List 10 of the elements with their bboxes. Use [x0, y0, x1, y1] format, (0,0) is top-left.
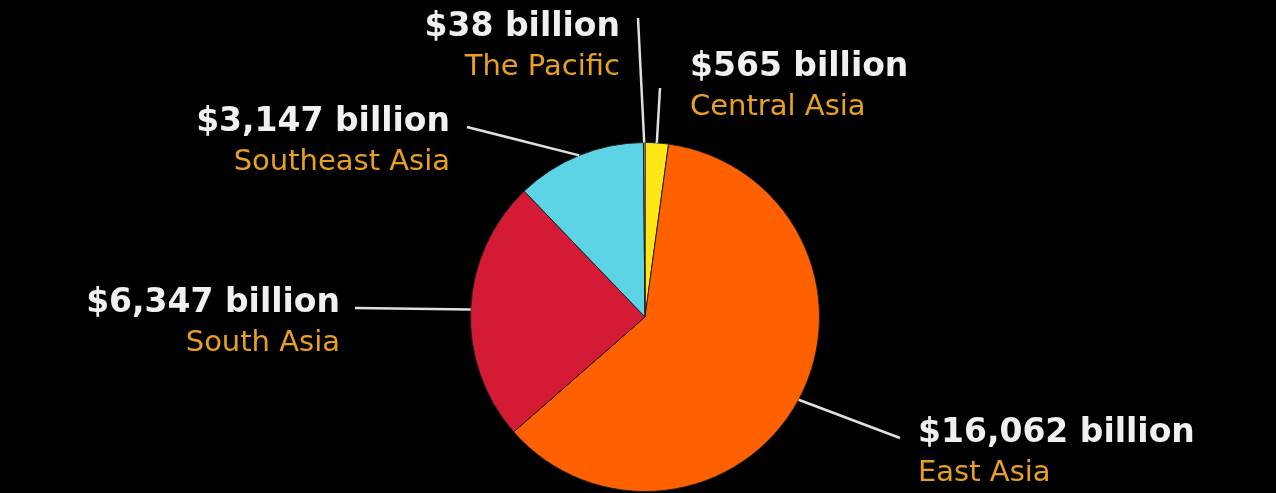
slice-label: Southeast Asia	[233, 142, 450, 177]
slice-label: Central Asia	[690, 87, 866, 122]
slice-label: The Pacific	[463, 47, 620, 82]
data-label: $565 billion	[690, 44, 909, 84]
slice-label: East Asia	[918, 453, 1051, 488]
data-label: $3,147 billion	[196, 99, 450, 139]
slice-label: South Asia	[185, 323, 340, 358]
data-label: $6,347 billion	[86, 280, 340, 320]
data-label: $38 billion	[424, 4, 620, 44]
data-label: $16,062 billion	[918, 410, 1195, 450]
